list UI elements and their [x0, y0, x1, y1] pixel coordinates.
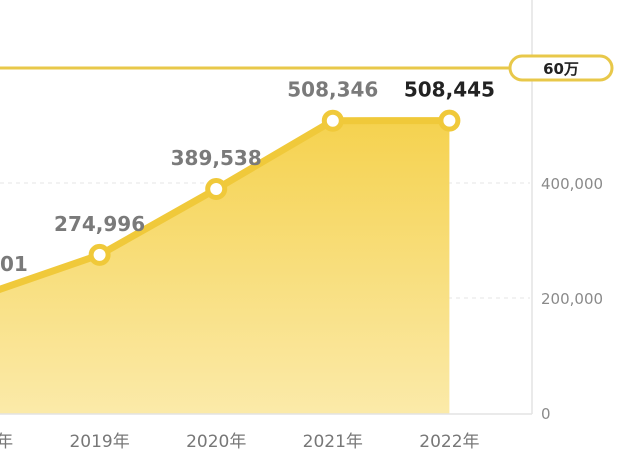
data-point	[321, 109, 344, 132]
data-label: 508,445	[404, 78, 495, 102]
x-tick-label: 2022年	[419, 432, 479, 452]
reference-label: 60万	[543, 60, 579, 78]
y-tick-label: 400,000	[541, 175, 603, 193]
data-point	[88, 243, 111, 266]
data-label: 01	[0, 252, 28, 276]
x-tick-label: 2018年	[0, 432, 13, 452]
x-tick-label: 2019年	[69, 432, 129, 452]
y-tick-label: 0	[541, 405, 551, 423]
data-point	[438, 109, 461, 132]
data-point	[205, 178, 228, 201]
y-tick-label: 200,000	[541, 290, 603, 308]
area-fill	[0, 120, 450, 414]
data-label: 389,538	[171, 146, 262, 170]
reference-pill	[508, 54, 614, 82]
data-label: 274,996	[54, 212, 145, 236]
data-label: 508,346	[287, 78, 378, 102]
x-tick-label: 2020年	[186, 432, 246, 452]
x-tick-label: 2021年	[303, 432, 363, 452]
